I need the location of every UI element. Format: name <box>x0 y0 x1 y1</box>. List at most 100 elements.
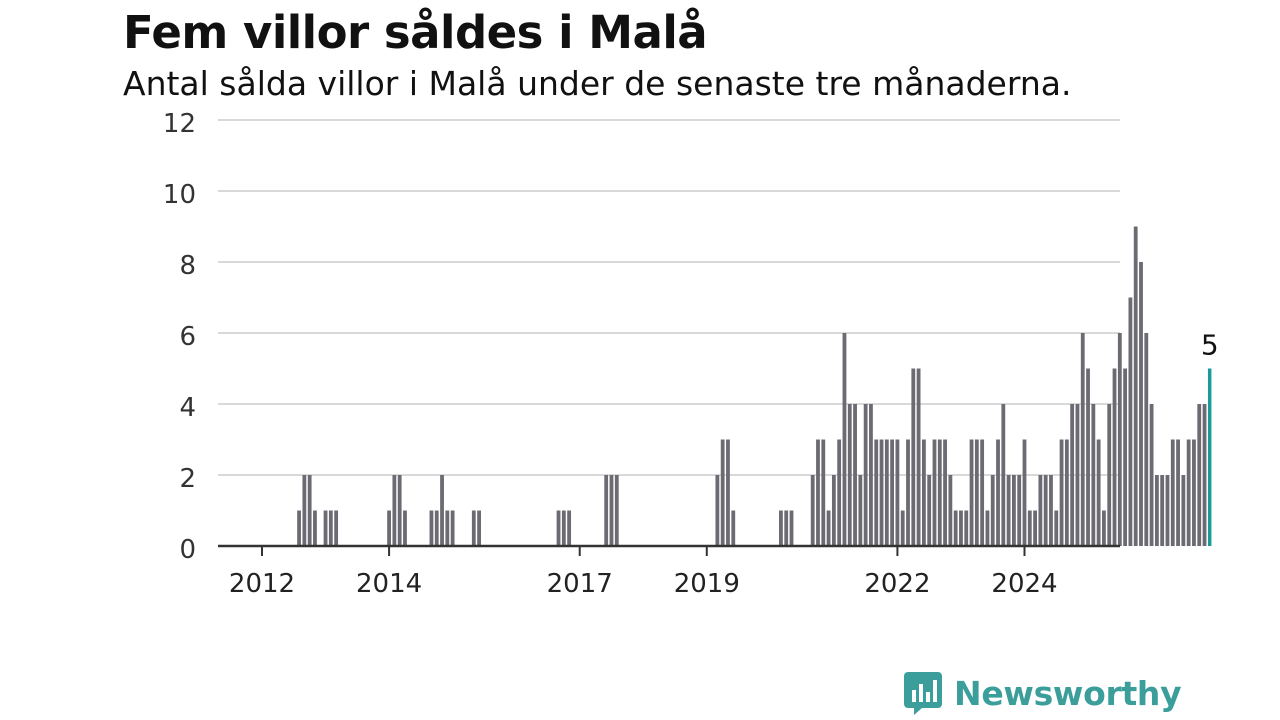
bar <box>1154 475 1159 546</box>
bar <box>604 475 609 546</box>
bar <box>1197 404 1202 546</box>
bar <box>789 510 794 546</box>
bar <box>387 510 391 546</box>
y-tick-label: 12 <box>163 109 196 139</box>
bar <box>307 475 312 546</box>
bar <box>895 439 900 546</box>
x-tick-label: 2012 <box>229 569 295 599</box>
bar <box>434 510 439 546</box>
bar <box>900 510 905 546</box>
bar <box>1017 475 1022 546</box>
bar <box>450 510 455 546</box>
bar <box>826 510 831 546</box>
bar <box>397 475 402 546</box>
bar <box>720 439 725 546</box>
bar <box>974 439 979 546</box>
bar <box>948 475 953 546</box>
bar <box>1033 510 1037 546</box>
bar <box>403 510 407 546</box>
bar <box>1054 510 1059 546</box>
bar <box>1001 404 1006 546</box>
bar <box>1075 404 1080 546</box>
bar <box>884 439 889 546</box>
bar <box>1022 439 1027 546</box>
bar <box>943 439 947 546</box>
bar <box>953 510 958 546</box>
bar <box>1107 404 1112 546</box>
bar <box>1149 404 1154 546</box>
x-tick-label: 2014 <box>356 569 422 599</box>
bar <box>567 510 572 546</box>
brand-name: Newsworthy <box>954 673 1182 713</box>
bar <box>810 475 815 546</box>
bar <box>726 439 730 546</box>
bar <box>1128 297 1133 546</box>
bar <box>1086 368 1090 546</box>
bar <box>471 510 476 546</box>
x-tick-label: 2024 <box>991 569 1057 599</box>
last-value-label: 5 <box>1201 329 1219 362</box>
bar <box>837 439 842 546</box>
bar <box>821 439 826 546</box>
bar <box>302 475 307 546</box>
bar <box>1043 475 1048 546</box>
bar <box>937 439 942 546</box>
bar <box>906 439 910 546</box>
bar <box>1160 475 1165 546</box>
bar <box>1012 475 1016 546</box>
bar <box>1080 333 1085 546</box>
bar <box>445 510 450 546</box>
bar <box>831 475 836 546</box>
bar <box>1091 404 1096 546</box>
y-tick-label: 10 <box>163 180 196 210</box>
bar <box>1186 439 1191 546</box>
bar <box>816 439 820 546</box>
bar <box>858 475 863 546</box>
y-tick-label: 0 <box>179 535 196 565</box>
bar <box>1202 404 1207 546</box>
x-tick-label: 2017 <box>547 569 613 599</box>
bar <box>392 475 397 546</box>
bar <box>556 510 561 546</box>
bar <box>1181 475 1186 546</box>
bar <box>874 439 879 546</box>
bar <box>1123 368 1128 546</box>
newsworthy-logo-icon <box>904 672 942 715</box>
bar <box>334 510 339 546</box>
bar-chart: 0 2 4 6 8 10 12 2012 2014 2017 2019 2022 2024 5 <box>163 109 1219 599</box>
y-tick-label: 8 <box>179 251 196 281</box>
bar <box>921 439 926 546</box>
bar <box>1064 439 1069 546</box>
bar <box>1165 475 1170 546</box>
bar <box>980 439 985 546</box>
bar <box>297 510 301 546</box>
bar <box>1027 510 1032 546</box>
bar <box>440 475 444 546</box>
bar <box>429 510 434 546</box>
bar <box>323 510 328 546</box>
bar <box>1176 439 1180 546</box>
bar-highlight <box>1207 368 1212 546</box>
bar <box>1112 368 1117 546</box>
chart-title: Fem villor såldes i Malå <box>123 6 708 59</box>
bar <box>1117 333 1122 546</box>
x-tick-label: 2019 <box>674 569 740 599</box>
bar <box>1133 226 1138 546</box>
bar <box>609 475 614 546</box>
bar <box>869 404 873 546</box>
bar <box>779 510 783 546</box>
bar <box>932 439 937 546</box>
bar <box>911 368 916 546</box>
bar <box>328 510 333 546</box>
x-tick-label: 2022 <box>864 569 930 599</box>
bar <box>1102 510 1106 546</box>
bar <box>477 510 482 546</box>
bar <box>842 333 847 546</box>
bar <box>863 404 868 546</box>
bar <box>1070 404 1075 546</box>
bar <box>985 510 990 546</box>
bar <box>1059 439 1064 546</box>
y-tick-label: 2 <box>179 464 196 494</box>
bar <box>313 510 317 546</box>
y-tick-label: 4 <box>179 393 196 423</box>
